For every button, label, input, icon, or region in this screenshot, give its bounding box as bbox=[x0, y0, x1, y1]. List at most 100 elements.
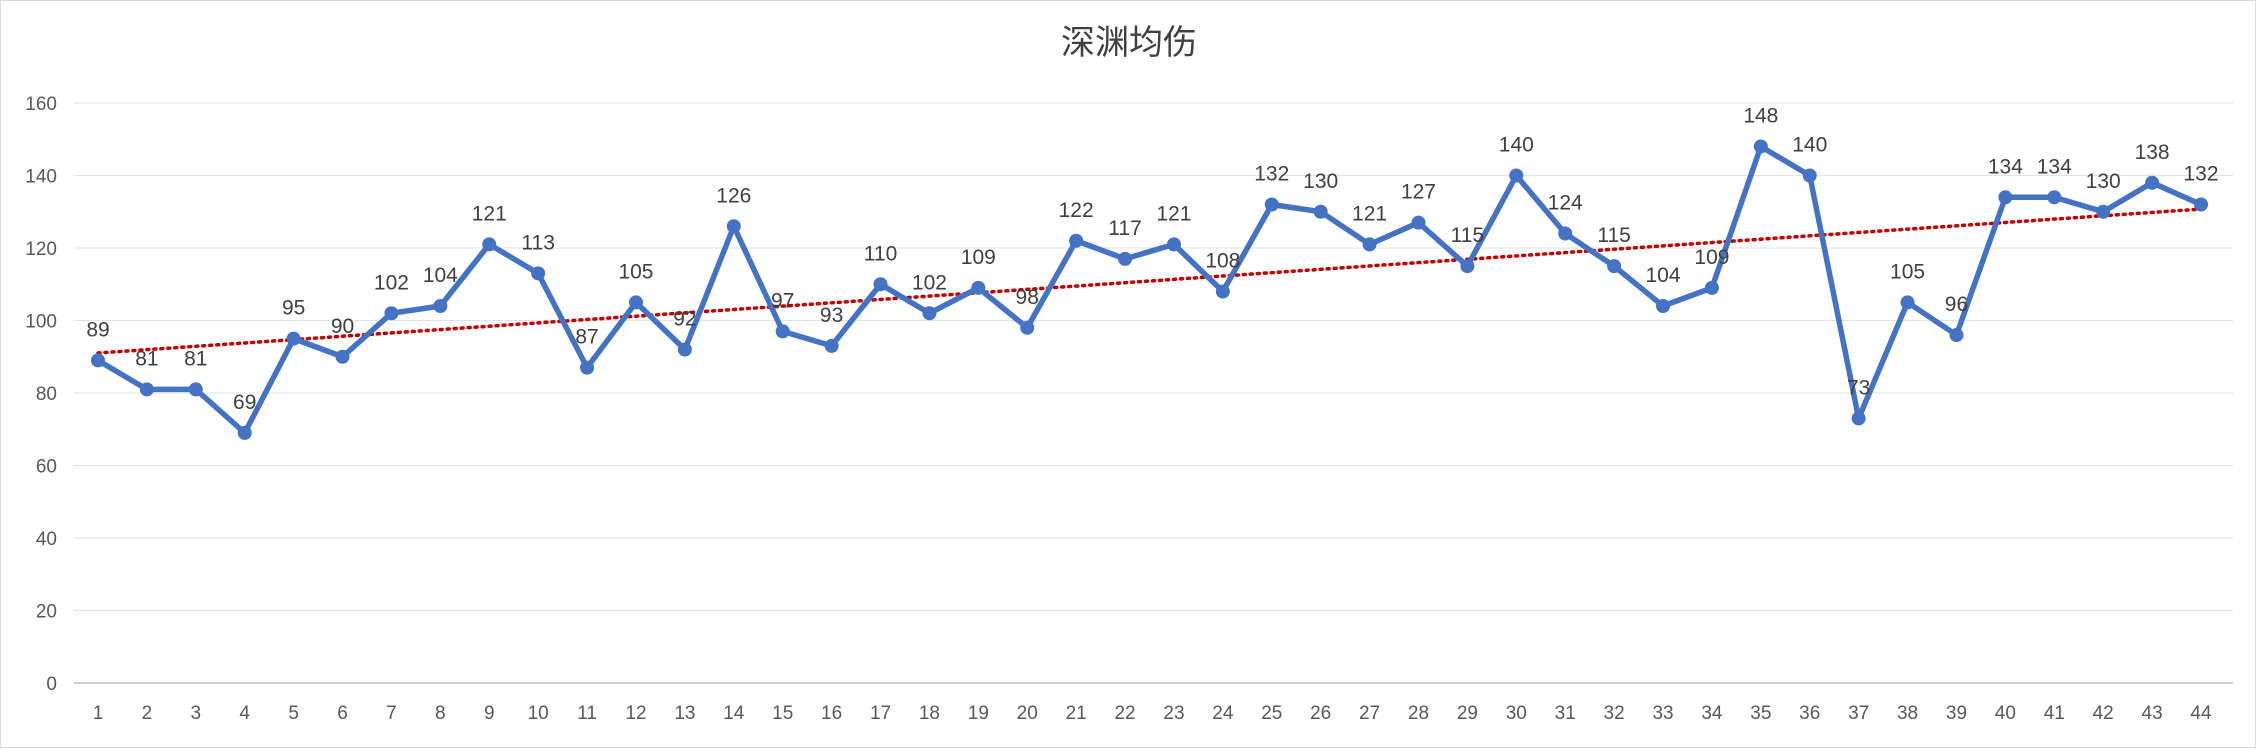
data-point bbox=[188, 382, 203, 397]
data-label: 138 bbox=[2135, 141, 2170, 164]
data-label: 127 bbox=[1401, 181, 1436, 204]
data-label: 102 bbox=[374, 271, 409, 294]
x-tick-label: 17 bbox=[870, 703, 891, 724]
data-point bbox=[1607, 259, 1622, 274]
data-label: 90 bbox=[331, 315, 354, 338]
data-point bbox=[824, 338, 839, 353]
y-tick-label: 40 bbox=[36, 529, 57, 550]
x-tick-label: 14 bbox=[723, 703, 745, 724]
x-tick-label: 31 bbox=[1555, 703, 1576, 724]
y-tick-label: 60 bbox=[36, 457, 57, 478]
data-point bbox=[922, 306, 937, 321]
data-point bbox=[873, 277, 888, 292]
x-tick-label: 29 bbox=[1457, 703, 1478, 724]
data-labels: 89 81 81 69 95 90 102 104 121 113 87 105 92 126 97 93 11… bbox=[86, 105, 2218, 414]
trendline-layer bbox=[96, 207, 2203, 355]
data-point bbox=[1509, 168, 1524, 183]
data-label: 110 bbox=[864, 242, 897, 265]
x-tick-label: 38 bbox=[1897, 703, 1918, 724]
data-point bbox=[1704, 280, 1719, 295]
x-tick-label: 16 bbox=[821, 703, 842, 724]
data-label: 122 bbox=[1059, 199, 1094, 222]
data-label: 96 bbox=[1945, 293, 1968, 316]
data-point bbox=[1118, 251, 1133, 266]
data-point bbox=[1998, 190, 2013, 205]
data-point bbox=[1460, 259, 1475, 274]
data-label: 134 bbox=[2037, 155, 2072, 178]
data-label: 87 bbox=[575, 326, 598, 349]
data-point bbox=[286, 331, 301, 346]
x-tick-label: 27 bbox=[1359, 703, 1380, 724]
data-point bbox=[971, 280, 986, 295]
x-tick-label: 44 bbox=[2190, 703, 2212, 724]
data-point bbox=[1264, 197, 1279, 212]
x-tick-label: 25 bbox=[1261, 703, 1282, 724]
data-label: 95 bbox=[282, 297, 305, 320]
x-tick-label: 30 bbox=[1506, 703, 1527, 724]
data-point bbox=[1313, 204, 1328, 219]
data-point bbox=[2096, 204, 2111, 219]
y-tick-label: 140 bbox=[25, 167, 57, 188]
x-tick-label: 18 bbox=[919, 703, 940, 724]
data-label: 69 bbox=[233, 391, 256, 414]
data-point bbox=[1411, 215, 1426, 230]
data-point bbox=[1949, 328, 1964, 342]
data-point bbox=[1802, 168, 1817, 183]
x-tick-label: 12 bbox=[625, 703, 646, 724]
y-tick-label: 120 bbox=[25, 239, 57, 260]
x-tick-label: 1 bbox=[93, 703, 104, 724]
x-tick-label: 39 bbox=[1946, 703, 1967, 724]
x-tick-label: 13 bbox=[674, 703, 695, 724]
data-label: 140 bbox=[1499, 134, 1534, 157]
data-point bbox=[91, 353, 105, 368]
y-tick-label: 0 bbox=[46, 674, 57, 695]
y-tick-label: 20 bbox=[36, 602, 57, 623]
data-label: 113 bbox=[521, 231, 554, 254]
data-label: 81 bbox=[184, 347, 207, 370]
data-point bbox=[1900, 295, 1915, 310]
data-label: 121 bbox=[1352, 202, 1387, 225]
data-label: 124 bbox=[1548, 192, 1583, 215]
data-label: 108 bbox=[1205, 250, 1240, 273]
data-point bbox=[139, 382, 154, 397]
data-point bbox=[726, 219, 741, 234]
data-point bbox=[628, 295, 643, 310]
data-label: 140 bbox=[1792, 134, 1827, 157]
data-point bbox=[1753, 139, 1768, 154]
data-point bbox=[482, 237, 497, 252]
series-layer bbox=[91, 139, 2208, 440]
data-label: 121 bbox=[1156, 202, 1191, 225]
x-tick-label: 22 bbox=[1114, 703, 1135, 724]
data-point bbox=[1069, 233, 1084, 248]
x-tick-label: 35 bbox=[1750, 703, 1771, 724]
x-tick-label: 26 bbox=[1310, 703, 1331, 724]
x-tick-label: 21 bbox=[1066, 703, 1087, 724]
data-label: 132 bbox=[2183, 163, 2218, 186]
data-label: 109 bbox=[961, 246, 996, 269]
x-tick-label: 7 bbox=[386, 703, 397, 724]
y-tick-label: 100 bbox=[25, 312, 57, 333]
data-label: 130 bbox=[1303, 170, 1338, 193]
x-tick-label: 37 bbox=[1848, 703, 1869, 724]
data-point bbox=[531, 266, 546, 281]
x-tick-label: 34 bbox=[1701, 703, 1723, 724]
data-label: 81 bbox=[135, 347, 158, 370]
data-point bbox=[677, 342, 692, 357]
series-line bbox=[95, 143, 2204, 436]
data-point bbox=[1020, 320, 1035, 335]
x-tick-label: 6 bbox=[337, 703, 348, 724]
data-point bbox=[775, 324, 790, 339]
x-tick-label: 10 bbox=[528, 703, 549, 724]
data-label: 104 bbox=[423, 264, 458, 287]
data-label: 148 bbox=[1743, 105, 1778, 128]
data-label: 97 bbox=[771, 289, 794, 312]
x-tick-label: 5 bbox=[288, 703, 299, 724]
x-tick-label: 3 bbox=[191, 703, 202, 724]
x-tick-label: 28 bbox=[1408, 703, 1429, 724]
trendline bbox=[96, 207, 2203, 355]
data-point bbox=[237, 425, 252, 440]
data-label: 109 bbox=[1694, 246, 1729, 269]
data-point bbox=[1166, 237, 1181, 252]
data-label: 89 bbox=[86, 318, 109, 341]
x-tick-label: 2 bbox=[142, 703, 153, 724]
